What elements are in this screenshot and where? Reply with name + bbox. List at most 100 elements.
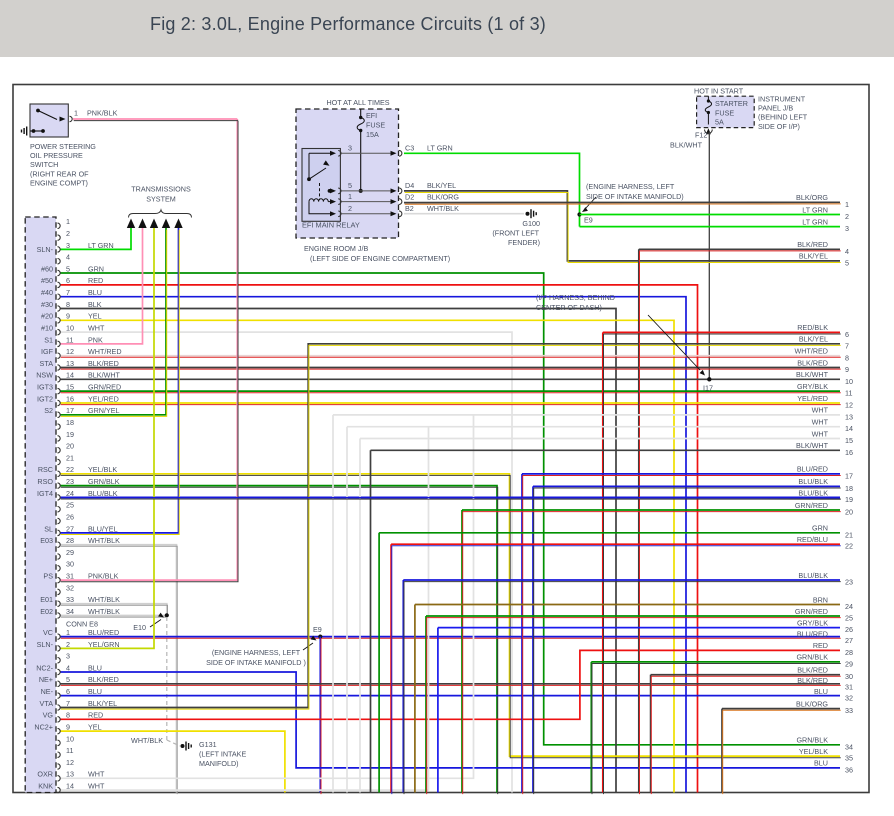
svg-text:24: 24	[66, 489, 74, 498]
svg-text:WHT: WHT	[88, 770, 105, 779]
svg-text:SIDE OF INTAKE MANIFOLD ): SIDE OF INTAKE MANIFOLD )	[206, 658, 306, 667]
svg-text:VTA: VTA	[40, 699, 54, 708]
svg-text:FUSE: FUSE	[366, 121, 385, 130]
svg-text:BLU/BLK: BLU/BLK	[798, 571, 828, 580]
svg-text:WHT/RED: WHT/RED	[88, 347, 122, 356]
svg-text:TRANSMISSIONS: TRANSMISSIONS	[131, 185, 191, 194]
svg-text:Fig 2: 3.0L, Engine Performanc: Fig 2: 3.0L, Engine Performance Circuits…	[150, 14, 546, 34]
svg-text:8: 8	[845, 353, 849, 362]
svg-text:YEL/GRN: YEL/GRN	[88, 640, 120, 649]
svg-text:31: 31	[66, 572, 74, 581]
svg-text:BLK: BLK	[88, 300, 102, 309]
svg-text:#50: #50	[41, 276, 53, 285]
svg-text:FUSE: FUSE	[715, 109, 734, 118]
svg-text:BLK/ORG: BLK/ORG	[796, 699, 828, 708]
svg-text:ENGINE ROOM J/B: ENGINE ROOM J/B	[304, 244, 369, 253]
svg-text:F12: F12	[695, 131, 707, 140]
svg-text:18: 18	[845, 484, 853, 493]
svg-text:GRN/BLK: GRN/BLK	[796, 653, 828, 662]
svg-text:YEL/BLK: YEL/BLK	[799, 747, 828, 756]
svg-text:BLU: BLU	[88, 288, 102, 297]
svg-text:E9: E9	[584, 216, 593, 225]
svg-text:18: 18	[66, 418, 74, 427]
svg-text:16: 16	[845, 448, 853, 457]
svg-text:S1: S1	[44, 335, 53, 344]
svg-text:BLK/WHT: BLK/WHT	[670, 141, 703, 150]
svg-text:CONN E8: CONN E8	[66, 620, 98, 629]
svg-text:GRN/RED: GRN/RED	[795, 607, 828, 616]
svg-text:G100: G100	[522, 219, 540, 228]
svg-text:(FRONT LEFT: (FRONT LEFT	[492, 229, 539, 238]
svg-text:#10: #10	[41, 324, 53, 333]
svg-text:9: 9	[66, 312, 70, 321]
svg-text:13: 13	[66, 770, 74, 779]
svg-text:WHT/BLK: WHT/BLK	[88, 536, 120, 545]
svg-text:INSTRUMENT: INSTRUMENT	[758, 95, 806, 104]
svg-text:LT GRN: LT GRN	[427, 143, 453, 152]
svg-text:YEL: YEL	[88, 312, 102, 321]
svg-text:STARTER: STARTER	[715, 99, 748, 108]
svg-text:GRN/RED: GRN/RED	[88, 383, 121, 392]
svg-text:VG: VG	[43, 711, 54, 720]
svg-text:4: 4	[845, 247, 849, 256]
svg-text:BLK/RED: BLK/RED	[797, 666, 828, 675]
svg-text:C3: C3	[405, 143, 414, 152]
svg-text:FENDER): FENDER)	[508, 238, 540, 247]
svg-text:E01: E01	[40, 595, 53, 604]
svg-text:7: 7	[66, 699, 70, 708]
svg-text:3: 3	[66, 652, 70, 661]
svg-text:BLU/BLK: BLU/BLK	[88, 489, 118, 498]
svg-text:RED: RED	[88, 276, 103, 285]
svg-text:32: 32	[845, 694, 853, 703]
svg-text:G131: G131	[199, 740, 217, 749]
svg-text:SLN-: SLN-	[37, 245, 54, 254]
svg-text:BLK/WHT: BLK/WHT	[796, 370, 829, 379]
svg-text:LT GRN: LT GRN	[802, 217, 828, 226]
svg-text:6: 6	[845, 330, 849, 339]
svg-text:GRY/BLK: GRY/BLK	[797, 382, 828, 391]
svg-text:19: 19	[845, 495, 853, 504]
svg-text:GRN/RED: GRN/RED	[795, 501, 828, 510]
svg-text:20: 20	[845, 508, 853, 517]
svg-text:WHT: WHT	[88, 324, 105, 333]
svg-text:2: 2	[66, 229, 70, 238]
svg-text:NC2+: NC2+	[34, 723, 53, 732]
svg-text:4: 4	[66, 253, 70, 262]
svg-text:BLK/WHT: BLK/WHT	[796, 441, 829, 450]
svg-text:WHT: WHT	[812, 418, 829, 427]
svg-text:25: 25	[845, 614, 853, 623]
svg-text:IGT2: IGT2	[37, 394, 53, 403]
svg-text:3: 3	[348, 144, 352, 153]
svg-text:31: 31	[845, 683, 853, 692]
svg-text:SLN-: SLN-	[37, 640, 54, 649]
svg-text:SL: SL	[44, 524, 53, 533]
svg-text:GRN/YEL: GRN/YEL	[88, 406, 120, 415]
svg-text:EFI: EFI	[366, 111, 377, 120]
svg-text:32: 32	[66, 583, 74, 592]
svg-text:BRN: BRN	[813, 595, 828, 604]
svg-text:BLK/YEL: BLK/YEL	[88, 699, 117, 708]
svg-text:26: 26	[66, 512, 74, 521]
svg-text:8: 8	[66, 300, 70, 309]
svg-text:BLU: BLU	[88, 663, 102, 672]
svg-text:#30: #30	[41, 300, 53, 309]
svg-text:EFI MAIN RELAY: EFI MAIN RELAY	[302, 221, 360, 230]
svg-text:9: 9	[66, 723, 70, 732]
svg-text:SYSTEM: SYSTEM	[146, 195, 176, 204]
svg-text:29: 29	[845, 659, 853, 668]
svg-text:#60: #60	[41, 264, 53, 273]
svg-text:(ENGINE HARNESS, LEFT: (ENGINE HARNESS, LEFT	[212, 648, 301, 657]
svg-text:PNK/BLK: PNK/BLK	[88, 572, 119, 581]
svg-text:5A: 5A	[715, 118, 724, 127]
svg-text:27: 27	[845, 636, 853, 645]
svg-text:GRN: GRN	[88, 264, 104, 273]
svg-text:(LEFT INTAKE: (LEFT INTAKE	[199, 750, 246, 759]
svg-text:BLK/ORG: BLK/ORG	[427, 193, 459, 202]
svg-text:LT GRN: LT GRN	[802, 205, 828, 214]
svg-text:B2: B2	[405, 204, 414, 213]
svg-text:S2: S2	[44, 406, 53, 415]
svg-text:28: 28	[66, 536, 74, 545]
svg-text:I17: I17	[703, 384, 713, 393]
svg-text:24: 24	[845, 602, 853, 611]
svg-text:BLU: BLU	[814, 759, 828, 768]
